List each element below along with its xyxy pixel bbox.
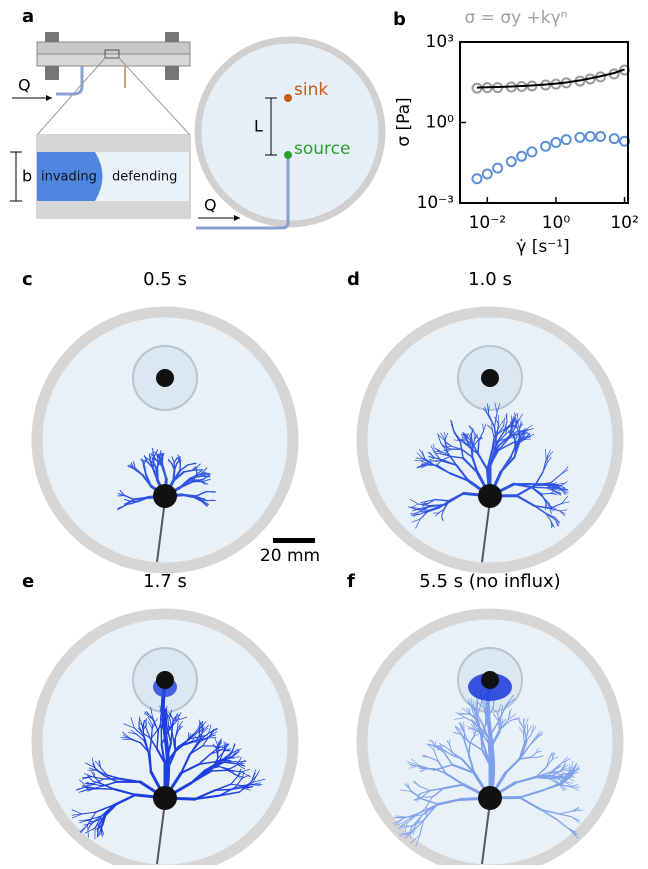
photo: 1.7 s [37, 571, 293, 865]
sink-ball [156, 671, 174, 689]
data-point [586, 132, 595, 141]
photo-title: 1.7 s [143, 571, 187, 592]
photo-title: 0.5 s [143, 269, 187, 290]
gap-label: b [22, 167, 32, 186]
bolt [165, 66, 179, 80]
sink-ball [156, 369, 174, 387]
data-point [472, 174, 481, 183]
plate [37, 201, 190, 218]
sink-label: sink [294, 80, 328, 100]
panel-label: d [347, 269, 360, 290]
sink-dot [284, 94, 292, 102]
source-ball [153, 786, 177, 810]
y-tick-label: 10⁻³ [417, 193, 454, 213]
arrowhead [46, 95, 52, 101]
data-point [527, 147, 536, 156]
finger [206, 492, 215, 493]
body: {"panel_labels": ["a", "b", "c", "d", "e… [0, 0, 648, 865]
scale-bar-label: 20 mm [260, 546, 320, 566]
finger [182, 495, 196, 496]
data-point [562, 135, 571, 144]
y-tick-label: 10⁰ [426, 113, 455, 133]
finger [215, 789, 230, 790]
photo-title: 5.5 s (no influx) [419, 571, 560, 592]
arrowhead [234, 215, 240, 221]
data-point [507, 157, 516, 166]
finger [469, 743, 470, 755]
chart-title: σ = σy +kγⁿ [465, 8, 568, 28]
cell [198, 40, 382, 224]
zoom-line [119, 58, 190, 135]
source-ball [153, 484, 177, 508]
data-point [541, 142, 550, 151]
chart: σ = σy +kγⁿ γ̇ [s⁻¹] σ [Pa] 10⁻² 10⁰ 10² 10… [394, 8, 639, 257]
data-point [610, 134, 619, 143]
data-point [596, 132, 605, 141]
finger [150, 753, 151, 772]
panel-label: c [22, 269, 33, 290]
flow-label: Q [204, 196, 217, 215]
plate [37, 54, 190, 66]
data-point [551, 138, 560, 147]
x-tick-label: 10⁰ [542, 213, 571, 233]
source-ball [478, 484, 502, 508]
page: Figure html, body { margin: 0; padding: … [0, 0, 648, 865]
panel-label: b [393, 9, 406, 30]
finger [152, 728, 153, 737]
bolt [45, 66, 59, 80]
sink-ball [481, 671, 499, 689]
photos: 0.5 s 1.0 s 1.7 s 5.5 s (no influx) [37, 269, 618, 865]
panel-label: e [22, 571, 34, 592]
panel-label: f [347, 571, 355, 592]
plate [37, 135, 190, 152]
x-tick-label: 10⁻² [469, 213, 506, 233]
schematic: Q invading defending b sink source L Q [10, 32, 382, 228]
source-dot [284, 151, 292, 159]
x-tick-label: 10² [610, 213, 638, 233]
source-label: source [294, 139, 350, 159]
plate [37, 42, 190, 54]
bolt [165, 32, 179, 42]
photo-title: 1.0 s [468, 269, 512, 290]
finger [478, 440, 479, 454]
finger [139, 718, 140, 726]
data-point [517, 152, 526, 161]
panel-label: a [22, 6, 34, 27]
scale-bar [273, 538, 315, 543]
finger [542, 493, 551, 494]
flow-label: Q [18, 76, 31, 95]
data-point [493, 164, 502, 173]
y-tick-label: 10³ [426, 32, 454, 52]
photo: 5.5 s (no influx) [362, 571, 618, 865]
photo: 0.5 s [37, 269, 293, 568]
source-ball [478, 786, 502, 810]
y-axis-label: σ [Pa] [394, 97, 414, 146]
x-axis-label: γ̇ [s⁻¹] [516, 237, 569, 257]
data-point [575, 133, 584, 142]
inlet-tube [56, 66, 82, 94]
distance-label: L [254, 117, 263, 136]
data-point [483, 170, 492, 179]
photo: 1.0 s [362, 269, 618, 568]
fluid-label: invading [41, 170, 97, 185]
bolt [45, 32, 59, 42]
figure: a b c d e f Q invading defending b [0, 0, 648, 865]
fluid-label: defending [112, 170, 177, 185]
sink-ball [481, 369, 499, 387]
finger [211, 770, 228, 771]
